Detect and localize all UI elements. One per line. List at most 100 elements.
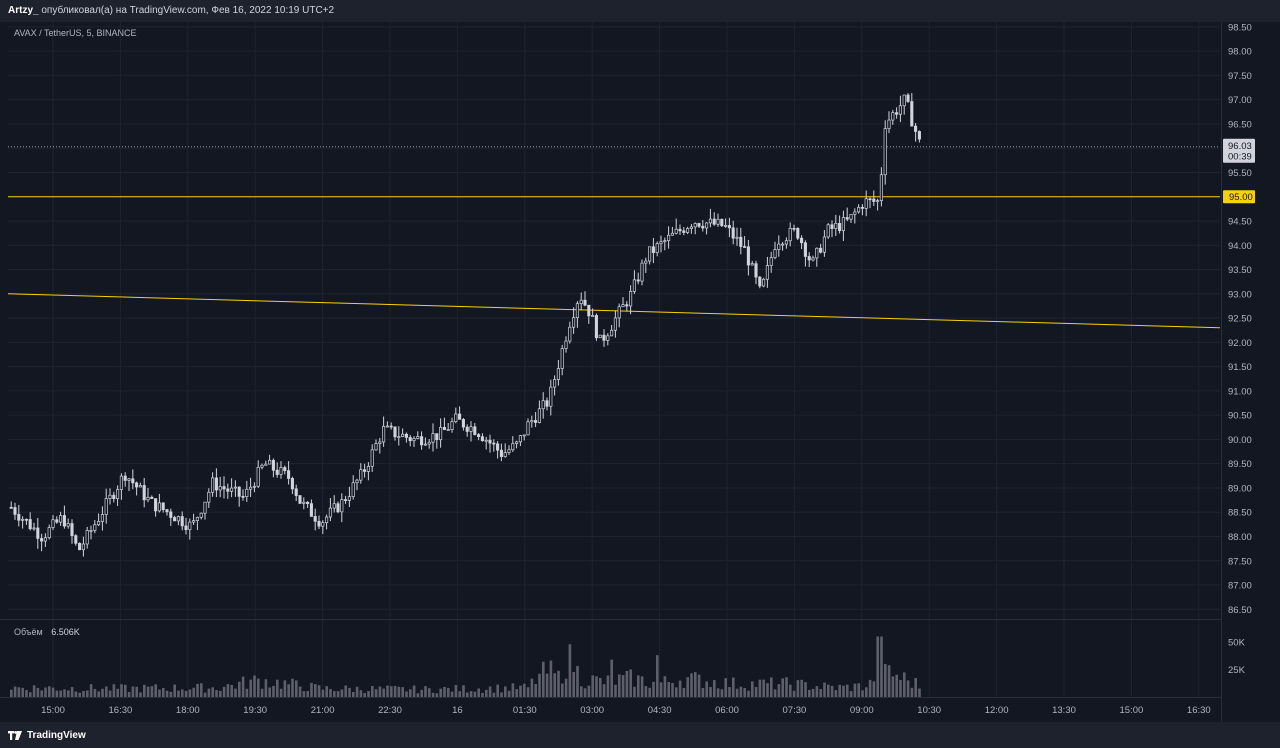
volume-bar: [329, 689, 332, 697]
candle-body: [469, 426, 473, 432]
candle-body: [275, 469, 279, 475]
candle-body: [841, 217, 845, 231]
candle-body: [340, 499, 344, 513]
candle-body: [750, 263, 754, 266]
candle-body: [176, 516, 180, 522]
candle-body: [66, 523, 70, 527]
volume-bar: [705, 681, 708, 697]
volume-bar: [173, 684, 176, 697]
volume-bar: [587, 685, 591, 697]
candle-body: [420, 436, 424, 446]
candle-body: [112, 494, 116, 499]
candle-body: [21, 518, 25, 521]
volume-bar: [70, 687, 74, 697]
candle-body: [705, 222, 709, 229]
price-tick-label: 90.00: [1228, 435, 1252, 446]
candle-body: [97, 521, 101, 526]
volume-bar: [443, 686, 446, 697]
candle-body: [598, 334, 602, 339]
volume-bar: [405, 691, 408, 697]
volume-bar: [659, 682, 663, 697]
candle-body: [876, 200, 880, 203]
volume-bar: [485, 689, 488, 697]
volume-bar: [595, 676, 598, 697]
candle-body: [116, 489, 120, 499]
volume-bar: [272, 685, 275, 697]
volume-bar: [382, 688, 385, 697]
volume-bar: [101, 688, 104, 697]
volume-bar: [523, 683, 526, 697]
volume-bar: [184, 690, 188, 697]
volume-bar: [127, 691, 131, 697]
volume-bar: [458, 691, 461, 697]
candle-body: [591, 315, 595, 317]
volume-bar: [690, 673, 693, 697]
volume-tick-label: 50K: [1228, 638, 1246, 649]
candle-body: [803, 242, 807, 257]
volume-bar: [264, 679, 268, 697]
time-tick-label: 16:30: [1187, 705, 1211, 716]
volume-bar: [720, 689, 724, 697]
tradingview-logo-icon: [8, 730, 22, 740]
candle-body: [518, 435, 522, 443]
price-tick-label: 88.50: [1228, 508, 1252, 519]
volume-bar: [709, 687, 712, 697]
volume-bar: [466, 692, 469, 697]
candle-body: [40, 538, 44, 542]
candle-body: [678, 228, 682, 232]
volume-bar: [473, 691, 477, 697]
footer-brand[interactable]: TradingView: [27, 729, 86, 741]
candle-body: [461, 419, 465, 428]
candle-body: [233, 486, 237, 489]
price-tick-label: 94.50: [1228, 217, 1252, 228]
volume-bar: [500, 692, 503, 697]
candle-body: [537, 408, 541, 423]
volume-bar: [481, 692, 484, 697]
volume-bar: [564, 678, 568, 697]
candle-body: [81, 543, 85, 551]
volume-bar: [234, 688, 237, 697]
volume-bar: [219, 690, 222, 697]
volume-bar: [257, 678, 260, 697]
candle-body: [545, 400, 549, 407]
volume-bar: [663, 676, 667, 697]
candle-body: [724, 225, 728, 227]
volume-bar: [165, 690, 169, 697]
volume-bar: [625, 670, 629, 697]
volume-bar: [431, 692, 435, 697]
candle-body: [712, 218, 716, 225]
volume-bar: [610, 659, 613, 697]
volume-bar: [648, 687, 651, 697]
candle-body: [188, 521, 192, 531]
volume-bar: [678, 680, 682, 697]
candle-body: [222, 486, 226, 490]
price-tick-label: 87.50: [1228, 556, 1252, 567]
author-name[interactable]: Artzy_: [8, 5, 39, 16]
volume-bar: [842, 685, 845, 697]
volume-bar: [488, 686, 492, 697]
volume-bar: [363, 693, 366, 697]
time-tick-label: 21:00: [311, 705, 335, 716]
candle-body: [317, 520, 321, 527]
time-tick-label: 07:30: [783, 705, 807, 716]
volume-bar: [849, 691, 853, 697]
candle-body: [484, 439, 488, 442]
volume-bar: [74, 691, 78, 697]
price-chart[interactable]: 98.5098.0097.5097.0096.5096.0095.5095.00…: [0, 22, 1280, 722]
volume-bar: [295, 680, 298, 697]
candle-body: [887, 119, 891, 130]
volume-bar: [32, 685, 36, 697]
volume-bar: [298, 686, 302, 697]
candle-body: [51, 519, 55, 528]
volume-bar: [177, 690, 180, 697]
volume-bar: [724, 678, 727, 697]
time-tick-label: 03:00: [580, 705, 604, 716]
price-tick-label: 93.50: [1228, 265, 1252, 276]
candle-body: [260, 464, 264, 468]
volume-bar: [549, 660, 553, 697]
candle-body: [758, 276, 762, 287]
volume-bar: [576, 665, 579, 697]
candle-body: [298, 495, 302, 504]
candle-body: [549, 386, 553, 407]
chart-grid: [0, 22, 1222, 722]
